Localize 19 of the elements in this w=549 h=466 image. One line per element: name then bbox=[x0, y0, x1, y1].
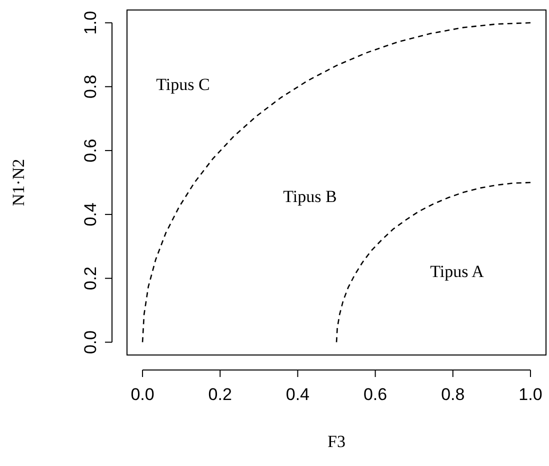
y-tick-label: 0.4 bbox=[81, 202, 100, 226]
annotation: Tipus B bbox=[283, 186, 337, 206]
y-axis-title: N1·N2 bbox=[9, 158, 28, 206]
y-tick-label: 0.8 bbox=[81, 74, 100, 98]
x-tick-label: 0.8 bbox=[441, 385, 465, 404]
line-series bbox=[336, 182, 532, 343]
y-tick-label: 0.2 bbox=[81, 266, 100, 290]
x-tick-label: 0.0 bbox=[130, 385, 154, 404]
y-tick-label: 0.6 bbox=[81, 138, 100, 162]
x-tick-label: 0.6 bbox=[363, 385, 388, 404]
x-tick-label: 0.2 bbox=[208, 385, 232, 404]
x-tick-label: 1.0 bbox=[518, 385, 542, 404]
y-tick-label: 0.0 bbox=[81, 330, 100, 354]
annotation: Tipus C bbox=[156, 74, 210, 94]
line-series bbox=[142, 22, 532, 343]
y-tick-label: 1.0 bbox=[81, 10, 100, 35]
x-tick-label: 0.4 bbox=[286, 385, 310, 404]
x-axis-title: F3 bbox=[328, 432, 346, 451]
annotation: Tipus A bbox=[430, 262, 485, 281]
